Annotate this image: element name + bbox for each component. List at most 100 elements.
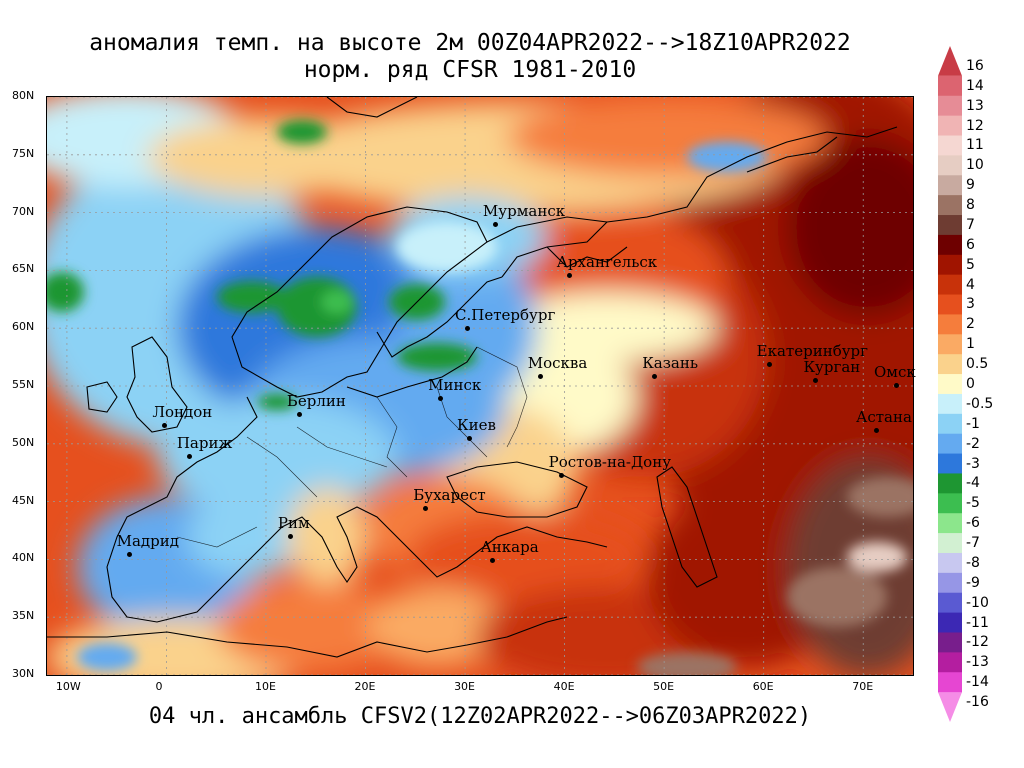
city-label: Казань bbox=[642, 353, 699, 372]
city-marker bbox=[423, 505, 429, 511]
city-label: Анкара bbox=[480, 537, 539, 556]
city-label: Минск bbox=[428, 375, 482, 394]
colorbar-label: 10 bbox=[966, 157, 984, 174]
colorbar-swatch bbox=[938, 215, 962, 236]
city-marker bbox=[465, 326, 471, 332]
city-label: Ростов-на-Дону bbox=[548, 453, 672, 472]
field-smooth bbox=[47, 97, 913, 675]
colorbar-label: -2 bbox=[966, 435, 980, 452]
colorbar-label: 13 bbox=[966, 97, 984, 114]
field-detail bbox=[47, 120, 913, 675]
colorbar-swatch bbox=[938, 413, 962, 435]
city-marker bbox=[652, 373, 658, 379]
city-marker bbox=[558, 473, 564, 479]
colorbar-swatch bbox=[938, 552, 962, 574]
city-label: Бухарест bbox=[413, 485, 486, 504]
city-label: Париж bbox=[176, 434, 233, 453]
lat-tick-label: 70N bbox=[12, 204, 35, 218]
colorbar-label: 6 bbox=[966, 236, 975, 253]
colorbar-label: 8 bbox=[966, 197, 975, 214]
city-marker bbox=[492, 221, 498, 227]
lat-tick-label: 75N bbox=[12, 146, 35, 160]
city-label: Омск bbox=[874, 363, 916, 381]
colorbar-swatch bbox=[938, 393, 962, 415]
colorbar-label: -6 bbox=[966, 515, 980, 532]
lat-tick-label: 50N bbox=[12, 435, 35, 449]
city-marker bbox=[186, 454, 192, 460]
colorbar-swatch bbox=[938, 175, 962, 196]
colorbar-swatch bbox=[938, 612, 962, 633]
colorbar-swatch bbox=[938, 234, 962, 256]
colorbar-swatch bbox=[938, 592, 962, 614]
lat-tick-label: 65N bbox=[12, 262, 35, 276]
colorbar-swatch bbox=[938, 294, 962, 315]
colorbar-label: 16 bbox=[966, 57, 984, 74]
city-label: Рим bbox=[277, 514, 310, 533]
colorbar-label: 5 bbox=[966, 256, 975, 273]
map-title-line1: аномалия темп. на высоте 2м 00Z04APR2022… bbox=[89, 30, 851, 56]
colorbar-swatch bbox=[938, 672, 962, 693]
colorbar-swatch bbox=[938, 533, 962, 554]
borders bbox=[176, 346, 528, 548]
lon-tick-label: 50E bbox=[653, 680, 675, 693]
colorbar-swatch bbox=[938, 75, 962, 97]
colorbar-label: 0 bbox=[966, 376, 975, 392]
city-label: Москва bbox=[527, 354, 588, 373]
city-label: Мадрид bbox=[116, 531, 179, 550]
city-marker bbox=[490, 557, 496, 563]
colorbar-label: -9 bbox=[966, 574, 980, 591]
colorbar-label: -0.5 bbox=[966, 395, 994, 412]
city-label: Астана bbox=[856, 408, 912, 427]
lon-tick-label: 20E bbox=[354, 680, 376, 693]
lat-tick-label: 45N bbox=[12, 493, 35, 507]
colorbar-swatch bbox=[938, 95, 962, 117]
coastlines bbox=[47, 97, 898, 658]
colorbar-label: -8 bbox=[966, 554, 980, 571]
colorbar-swatch bbox=[938, 374, 962, 395]
city-label: Архангельск bbox=[556, 253, 658, 272]
colorbar-label: 3 bbox=[966, 296, 975, 313]
colorbar-label: 1 bbox=[966, 336, 975, 353]
lat-tick-label: 30N bbox=[12, 667, 35, 680]
city-label: С.Петербург bbox=[455, 306, 556, 325]
colorbar-swatch bbox=[938, 513, 962, 534]
colorbar-swatch bbox=[938, 493, 962, 514]
city-marker bbox=[894, 383, 900, 388]
colorbar-label: 2 bbox=[966, 316, 975, 333]
city-marker bbox=[537, 374, 543, 380]
colorbar-label: -5 bbox=[966, 495, 980, 512]
colorbar-label: -10 bbox=[966, 594, 989, 611]
lat-tick-label: 60N bbox=[12, 320, 35, 334]
lon-tick-label: 10E bbox=[254, 680, 276, 693]
lon-tick-label: 70E bbox=[852, 680, 874, 693]
colorbar-swatch bbox=[938, 473, 962, 494]
colorbar-swatch bbox=[938, 274, 962, 296]
colorbar-swatch bbox=[938, 334, 962, 355]
colorbar-swatch bbox=[938, 115, 962, 137]
colorbar-label: -14 bbox=[966, 674, 989, 691]
city-label: Курган bbox=[803, 358, 861, 377]
colorbar-label: 7 bbox=[966, 216, 975, 233]
city-marker bbox=[766, 362, 772, 368]
colorbar-swatch bbox=[938, 135, 962, 156]
lat-tick-label: 55N bbox=[12, 378, 35, 391]
colorbar-label: -7 bbox=[966, 535, 980, 552]
colorbar-swatch bbox=[938, 692, 962, 722]
city-marker bbox=[287, 534, 293, 540]
lat-tick-label: 80N bbox=[12, 89, 35, 102]
city-label: Лондон bbox=[152, 403, 213, 422]
colorbar-swatch bbox=[938, 433, 962, 455]
colorbar-swatch bbox=[938, 652, 962, 673]
colorbar-swatch bbox=[938, 453, 962, 474]
colorbar-swatch bbox=[938, 195, 962, 216]
colorbar bbox=[938, 46, 962, 722]
colorbar-swatch bbox=[938, 155, 962, 176]
city-label: Киев bbox=[457, 415, 496, 434]
city-marker bbox=[874, 428, 880, 434]
lon-tick-label: 30E bbox=[454, 680, 476, 693]
colorbar-label: 0.5 bbox=[966, 356, 989, 373]
colorbar-label: 14 bbox=[966, 77, 984, 94]
city-marker bbox=[162, 423, 168, 429]
anomaly-map bbox=[46, 96, 914, 676]
colorbar-swatch bbox=[938, 254, 962, 276]
